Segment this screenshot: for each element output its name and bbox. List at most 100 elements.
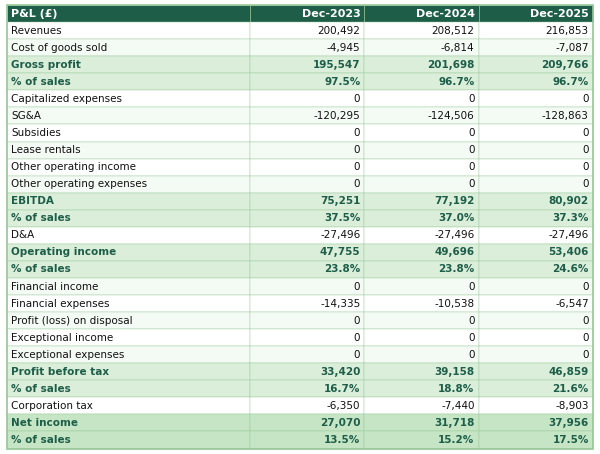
Bar	[250, 108, 364, 124]
Text: 0: 0	[468, 179, 475, 189]
Bar	[364, 278, 479, 295]
Text: Financial income: Financial income	[11, 281, 98, 291]
Text: -6,547: -6,547	[555, 299, 589, 309]
Bar	[250, 192, 364, 210]
Bar	[479, 244, 593, 261]
Bar	[7, 90, 250, 108]
Bar	[7, 415, 250, 431]
Bar	[364, 124, 479, 142]
Text: -10,538: -10,538	[434, 299, 475, 309]
Bar	[479, 158, 593, 176]
Bar	[250, 278, 364, 295]
Text: 21.6%: 21.6%	[553, 384, 589, 394]
Text: 0: 0	[354, 333, 361, 343]
Text: % of sales: % of sales	[11, 77, 71, 87]
Bar	[250, 329, 364, 346]
Bar	[7, 295, 250, 312]
Text: -128,863: -128,863	[542, 111, 589, 121]
Text: 195,547: 195,547	[313, 60, 361, 70]
Text: 0: 0	[468, 128, 475, 138]
Text: SG&A: SG&A	[11, 111, 41, 121]
Text: 0: 0	[354, 128, 361, 138]
Text: 17.5%: 17.5%	[553, 435, 589, 445]
Bar	[479, 73, 593, 90]
Bar	[364, 210, 479, 227]
Bar	[250, 39, 364, 56]
Text: % of sales: % of sales	[11, 435, 71, 445]
Bar	[364, 346, 479, 363]
Bar	[479, 56, 593, 73]
Text: D&A: D&A	[11, 230, 35, 240]
Text: 37.0%: 37.0%	[438, 213, 475, 223]
Text: 201,698: 201,698	[427, 60, 475, 70]
Text: Net income: Net income	[11, 418, 78, 428]
Text: 23.8%: 23.8%	[438, 264, 475, 275]
Text: Profit before tax: Profit before tax	[11, 367, 109, 377]
Text: 37,956: 37,956	[548, 418, 589, 428]
Bar	[364, 56, 479, 73]
Bar	[479, 22, 593, 39]
Text: 33,420: 33,420	[320, 367, 361, 377]
Text: 97.5%: 97.5%	[324, 77, 361, 87]
Bar	[7, 278, 250, 295]
Text: 0: 0	[354, 281, 361, 291]
Bar	[7, 73, 250, 90]
Bar	[7, 192, 250, 210]
Text: 18.8%: 18.8%	[438, 384, 475, 394]
Text: 75,251: 75,251	[320, 196, 361, 206]
Bar	[7, 124, 250, 142]
Text: % of sales: % of sales	[11, 384, 71, 394]
Text: 0: 0	[468, 281, 475, 291]
Text: Corporation tax: Corporation tax	[11, 401, 93, 411]
Bar	[364, 73, 479, 90]
Text: 0: 0	[582, 281, 589, 291]
Text: P&L (£): P&L (£)	[11, 9, 58, 19]
Bar	[364, 329, 479, 346]
Text: -27,496: -27,496	[548, 230, 589, 240]
Bar	[479, 176, 593, 192]
Bar	[250, 295, 364, 312]
Bar	[7, 5, 250, 22]
Bar	[7, 346, 250, 363]
Text: 0: 0	[354, 94, 361, 104]
Bar	[250, 227, 364, 244]
Bar	[479, 210, 593, 227]
Bar	[250, 244, 364, 261]
Bar	[479, 5, 593, 22]
Bar	[479, 415, 593, 431]
Text: % of sales: % of sales	[11, 213, 71, 223]
Text: Financial expenses: Financial expenses	[11, 299, 110, 309]
Text: 0: 0	[468, 350, 475, 360]
Text: 23.8%: 23.8%	[324, 264, 361, 275]
Bar	[479, 261, 593, 278]
Bar	[250, 73, 364, 90]
Text: 15.2%: 15.2%	[438, 435, 475, 445]
Bar	[7, 312, 250, 329]
Text: 27,070: 27,070	[320, 418, 361, 428]
Text: 24.6%: 24.6%	[553, 264, 589, 275]
Text: Dec-2025: Dec-2025	[530, 9, 589, 19]
Bar	[250, 363, 364, 380]
Bar	[479, 227, 593, 244]
Bar	[250, 22, 364, 39]
Bar	[479, 192, 593, 210]
Text: 0: 0	[468, 162, 475, 172]
Bar	[250, 56, 364, 73]
Text: 0: 0	[582, 162, 589, 172]
Bar	[364, 22, 479, 39]
Bar	[250, 158, 364, 176]
Text: Dec-2023: Dec-2023	[302, 9, 361, 19]
Text: 96.7%: 96.7%	[438, 77, 475, 87]
Text: 0: 0	[582, 128, 589, 138]
Text: Revenues: Revenues	[11, 25, 62, 35]
Text: -7,087: -7,087	[555, 43, 589, 53]
Text: 216,853: 216,853	[545, 25, 589, 35]
Text: Other operating income: Other operating income	[11, 162, 136, 172]
Text: -120,295: -120,295	[314, 111, 361, 121]
Bar	[364, 295, 479, 312]
Bar	[364, 176, 479, 192]
Bar	[7, 329, 250, 346]
Text: -8,903: -8,903	[555, 401, 589, 411]
Bar	[479, 142, 593, 158]
Text: 0: 0	[354, 162, 361, 172]
